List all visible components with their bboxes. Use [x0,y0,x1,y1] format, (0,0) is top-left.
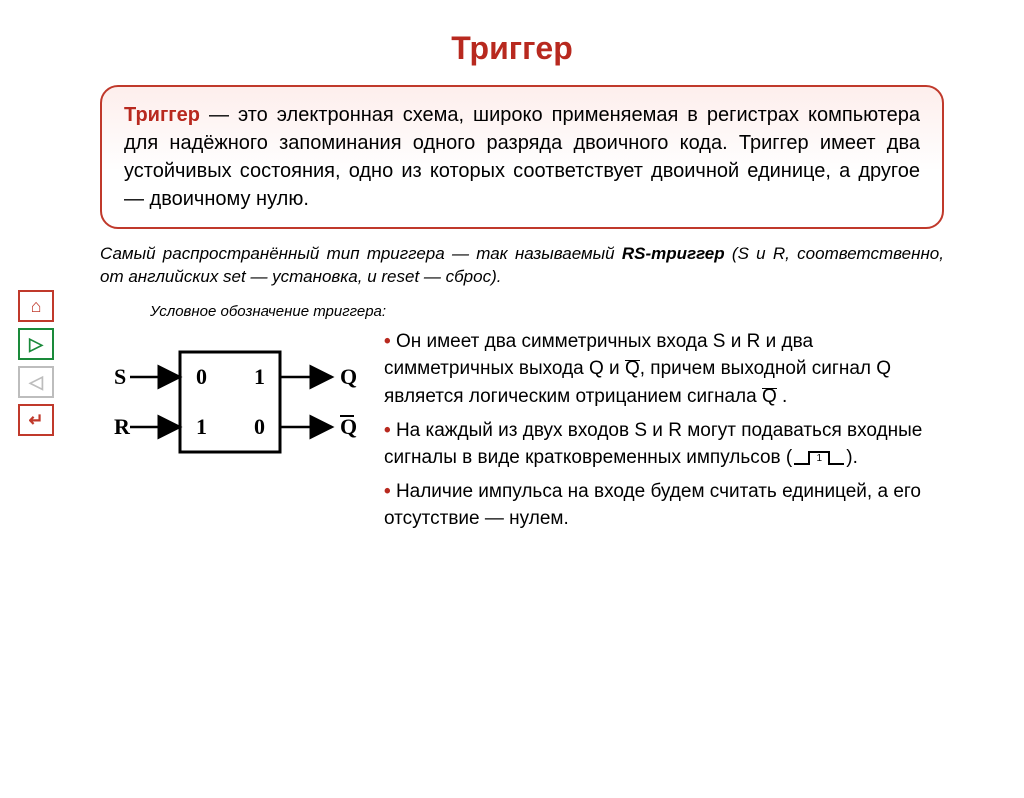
bullet-1: • Он имеет два симметричных входа S и R … [384,328,944,411]
definition-body: — это электронная схема, широко применяе… [124,104,920,210]
label-s: S [114,364,126,389]
bullet-2: • На каждый из двух входов S и R могут п… [384,417,944,472]
val-tl: 0 [196,364,207,389]
rs-term: RS-триггер [622,244,725,263]
prev-button[interactable]: ◁ [18,366,54,398]
definition-box: Триггер — это электронная схема, широко … [100,85,944,229]
home-button[interactable]: ⌂ [18,290,54,322]
rs-paragraph: Самый распространённый тип триггера — та… [100,243,944,289]
rs-pre: Самый распространённый тип триггера — та… [100,244,622,263]
diagram-caption: Условное обозначение триггера: [150,303,1024,320]
bullet-dot-icon: • [384,331,391,352]
bullet-dot-icon: • [384,481,391,502]
bullet-3: • Наличие импульса на входе будем считат… [384,478,944,533]
bullet-list: • Он имеет два симметричных входа S и R … [384,328,944,539]
definition-term: Триггер [124,104,200,126]
val-tr: 1 [254,364,265,389]
next-button[interactable]: ▷ [18,328,54,360]
nav-sidebar: ⌂ ▷ ◁ ↵ [18,290,54,436]
pulse-icon: 1 [794,449,844,465]
latch-diagram: S R Q Q 0 1 1 0 [100,328,360,539]
page-title: Триггер [0,30,1024,67]
val-bl: 1 [196,414,207,439]
val-br: 0 [254,414,265,439]
label-qbar: Q [340,414,357,439]
label-q: Q [340,364,357,389]
bullet-dot-icon: • [384,420,391,441]
label-r: R [114,414,131,439]
return-button[interactable]: ↵ [18,404,54,436]
